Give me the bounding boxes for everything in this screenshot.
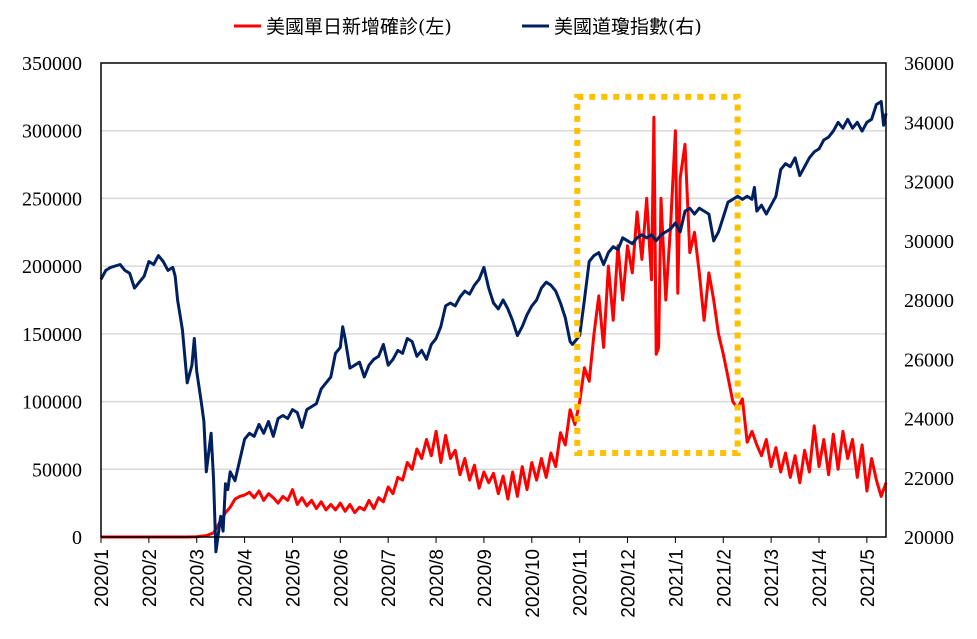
y-right-tick-label: 36000 [904,53,954,75]
x-tick-label: 2020/7 [379,549,400,607]
y-left-tick-label: 100000 [22,392,82,414]
x-tick-label: 2020/10 [523,549,544,618]
series-line-cases [101,115,888,539]
y-left-tick-label: 150000 [22,324,82,346]
legend: 美國單日新增確診(左) 美國道瓊指數(右) [234,16,702,38]
x-tick-label: 2020/4 [236,549,257,608]
y-left-tick-label: 200000 [22,256,82,278]
y-right-tick-label: 34000 [904,112,954,134]
plot-area-frame [100,62,887,538]
y-left-tick-label: 300000 [22,121,82,143]
x-tick-label: 2020/6 [331,549,352,607]
y-right-tick-label: 32000 [904,172,954,194]
highlight-box-group [574,93,741,457]
x-axis: 2020/1 2020/2 2020/3 2020/4 2020/5 2020/6 2020… [92,537,879,618]
x-tick-label: 2020/12 [619,549,640,618]
series-line-dow [99,100,888,554]
y-right-tick-label: 28000 [904,290,954,312]
x-tick-label: 2021/5 [858,549,879,607]
x-tick-label: 2021/2 [714,549,735,607]
y-right-tick-label: 22000 [904,468,954,490]
x-tick-label: 2020/1 [92,549,113,607]
y-right-tick-label: 24000 [904,409,954,431]
x-tick-label: 2020/2 [140,549,161,607]
y-left-axis: 0 50000 100000 150000 200000 250000 300000 3500… [22,53,82,549]
y-right-tick-label: 26000 [904,349,954,371]
gridlines [101,129,886,471]
x-tick-label: 2021/1 [666,549,687,607]
y-right-axis: 20000 22000 24000 26000 28000 30000 32000 34000… [904,53,954,549]
x-tick-label: 2020/9 [475,549,496,607]
x-tick-label: 2021/4 [810,549,831,608]
legend-label-dow: 美國道瓊指數(右) [554,16,702,38]
y-left-tick-label: 50000 [32,459,82,481]
highlight-box [574,93,741,457]
x-tick-label: 2020/8 [427,549,448,607]
x-tick-label: 2021/3 [762,549,783,607]
x-tick-label: 2020/3 [188,549,209,607]
x-tick-label: 2020/11 [571,549,592,616]
y-left-tick-label: 0 [72,527,82,549]
y-right-tick-label: 30000 [904,231,954,253]
series-group [99,100,888,554]
y-left-tick-label: 350000 [22,53,82,75]
x-tick-label: 2020/5 [283,549,304,607]
y-left-tick-label: 250000 [22,188,82,210]
y-right-tick-label: 20000 [904,527,954,549]
legend-label-cases: 美國單日新增確診(左) [266,16,452,38]
